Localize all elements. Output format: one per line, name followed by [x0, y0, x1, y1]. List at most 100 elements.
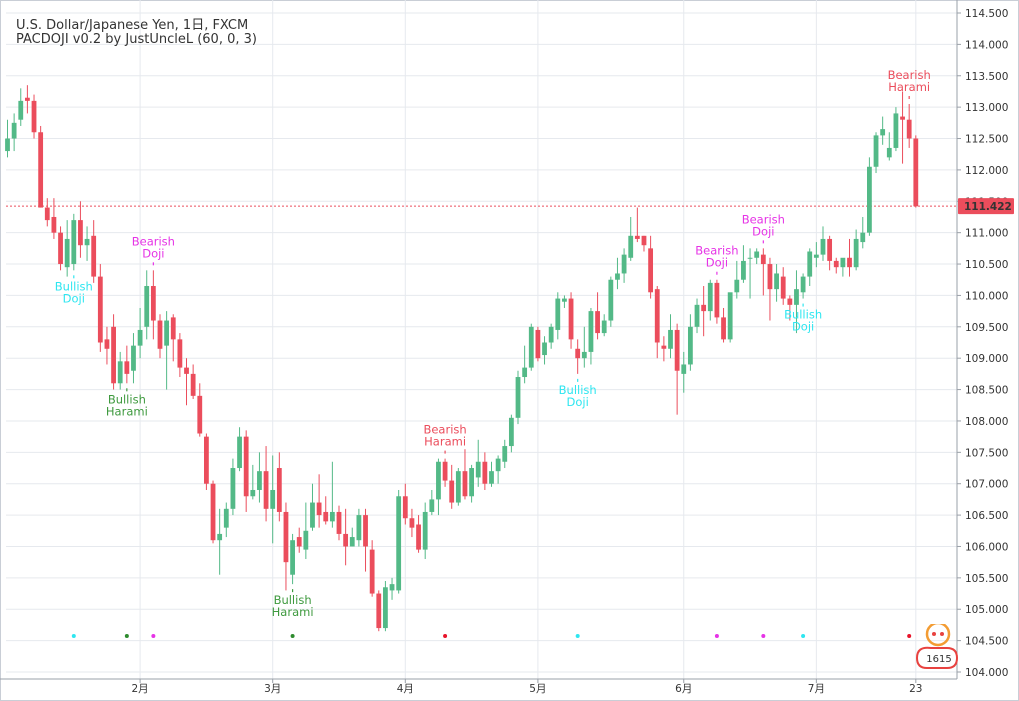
candle-body — [634, 235, 640, 239]
y-tick-label: 110.500 — [965, 259, 1008, 271]
x-tick-label: 7月 — [808, 683, 825, 695]
candle-body — [237, 436, 242, 469]
candle-body — [157, 320, 163, 349]
y-tick-label: 104.000 — [965, 667, 1008, 679]
candle-body — [741, 260, 746, 280]
candle-body — [296, 537, 302, 547]
x-tick-label: 6月 — [675, 683, 692, 695]
candle-body — [687, 326, 693, 365]
candle-body — [615, 273, 620, 280]
candle-body — [402, 496, 408, 519]
candle-body — [628, 235, 634, 258]
candle-body — [38, 132, 44, 208]
candle-body — [508, 417, 514, 447]
candle-body — [303, 530, 309, 550]
candle-body — [601, 320, 607, 334]
candle-body — [356, 515, 362, 541]
candle-body — [495, 458, 501, 472]
y-tick-label: 108.000 — [965, 416, 1008, 428]
pattern-label: Doji — [706, 256, 728, 270]
candle-body — [860, 232, 866, 243]
candle-body — [880, 129, 886, 136]
candle-body — [833, 260, 839, 268]
candle-body — [608, 279, 614, 321]
logo-text: 1615 — [926, 654, 951, 665]
candle-body — [389, 584, 395, 591]
x-tick-label: 5月 — [529, 683, 546, 695]
candle-body — [257, 471, 262, 490]
pattern-label: Bearish — [132, 234, 175, 248]
candle-body — [800, 276, 806, 293]
candle-body — [581, 351, 587, 359]
candle-body — [124, 361, 130, 374]
pattern-label: Bearish — [695, 244, 738, 258]
tradingview-logo: 1615 — [913, 621, 963, 674]
candle-body — [97, 276, 103, 343]
candle-body — [409, 518, 415, 528]
candle-body — [674, 329, 680, 371]
candle-body — [515, 377, 521, 418]
candle-body — [223, 508, 229, 528]
candle-body — [316, 502, 322, 516]
candle-body — [11, 122, 17, 139]
pattern-marker-dot — [761, 634, 766, 638]
candle-body — [522, 367, 528, 378]
candle-body — [416, 524, 421, 550]
candle-body — [568, 298, 574, 340]
y-tick-label: 105.500 — [965, 573, 1008, 585]
candle-body — [648, 248, 654, 293]
candle-body — [184, 367, 189, 374]
candle-body — [369, 549, 375, 594]
candle-body — [164, 320, 170, 346]
candle-body — [376, 593, 382, 629]
y-tick-label: 114.000 — [965, 39, 1008, 51]
candle-body — [91, 235, 97, 277]
candle-body — [243, 436, 249, 497]
y-tick-label: 113.500 — [965, 71, 1008, 83]
candle-body — [813, 254, 819, 258]
candle-body — [210, 483, 216, 541]
candle-body — [84, 238, 90, 246]
candle-body — [190, 373, 196, 396]
indicator-title[interactable]: PACDOJI v0.2 by JustUncleL (60, 0, 3) — [16, 32, 257, 47]
y-tick-label: 107.000 — [965, 479, 1008, 491]
y-tick-label: 106.500 — [965, 510, 1008, 522]
candle-body — [727, 292, 733, 340]
pattern-label: Bullish — [274, 593, 312, 607]
candle-body — [197, 395, 203, 434]
candle-body — [396, 496, 402, 591]
pattern-marker-dot — [124, 634, 129, 638]
last-price-badge — [958, 198, 1014, 215]
candle-body — [217, 533, 223, 541]
candle-body — [177, 339, 183, 368]
pattern-label: Bullish — [55, 279, 93, 293]
candle-body — [681, 364, 687, 374]
pattern-label: Harami — [888, 80, 930, 94]
candle-body — [707, 282, 713, 312]
symbol-title[interactable]: U.S. Dollar/Japanese Yen, 1日, FXCM — [16, 18, 249, 33]
pattern-marker-dot — [801, 634, 806, 638]
candle-body — [721, 317, 726, 340]
pattern-label: Harami — [424, 435, 466, 449]
candle-body — [144, 286, 150, 327]
candle-body — [701, 304, 707, 312]
candle-body — [137, 329, 143, 346]
candle-body — [230, 468, 236, 509]
candle-body — [349, 537, 355, 547]
candle-body — [104, 339, 110, 349]
y-tick-label: 112.000 — [965, 165, 1008, 177]
candle-body — [469, 468, 474, 497]
candle-body — [661, 345, 667, 349]
candle-body — [827, 238, 833, 261]
candle-body — [760, 254, 766, 265]
candle-body — [913, 138, 919, 207]
candle-body — [734, 279, 740, 293]
candle-body — [502, 446, 508, 462]
candle-body — [853, 238, 859, 268]
candle-body — [654, 289, 660, 343]
pattern-marker-dot — [714, 634, 719, 638]
candle-body — [270, 489, 276, 509]
candle-body — [694, 304, 700, 327]
